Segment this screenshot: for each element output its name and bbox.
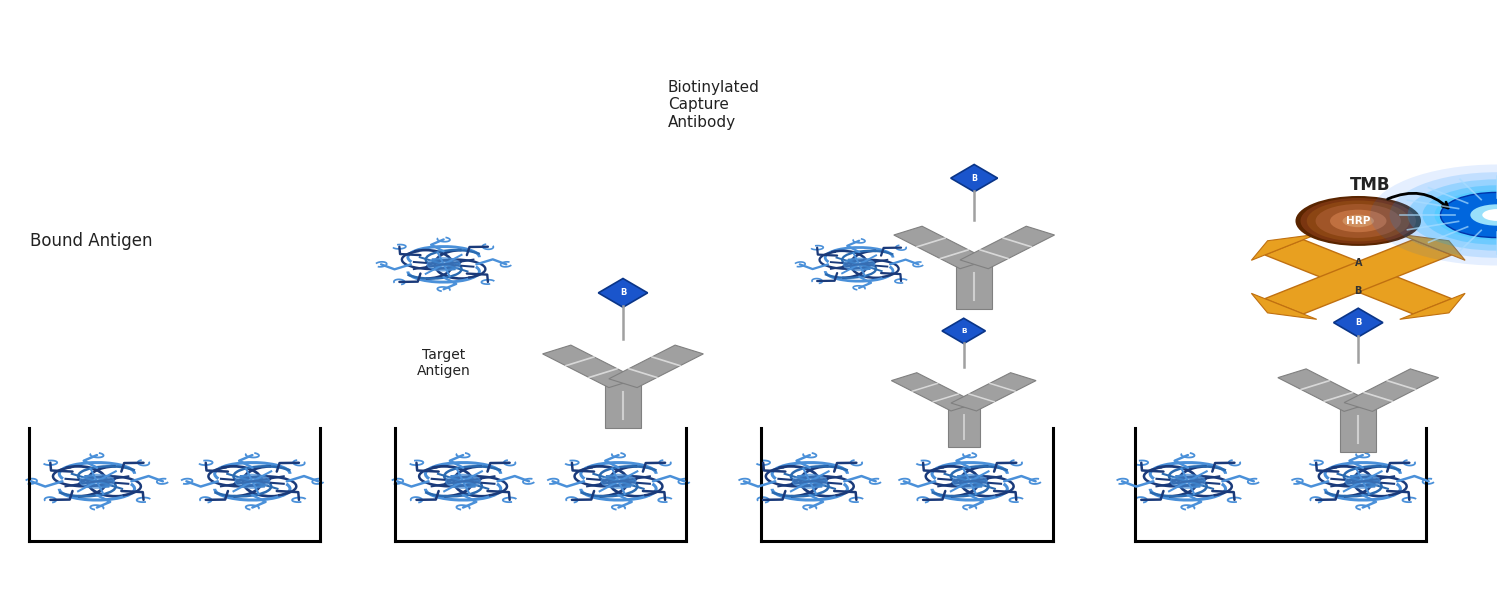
Polygon shape [598,278,648,307]
Polygon shape [942,318,986,344]
Polygon shape [236,475,270,488]
Polygon shape [1264,239,1452,314]
Polygon shape [602,475,636,488]
Text: B: B [970,173,976,182]
Text: Biotinylated
Capture
Antibody: Biotinylated Capture Antibody [668,80,759,130]
Circle shape [1434,190,1500,240]
Polygon shape [427,258,460,271]
Text: TMB: TMB [1350,176,1390,194]
Text: Bound Antigen: Bound Antigen [30,232,152,250]
Polygon shape [891,373,977,411]
Circle shape [1300,198,1416,244]
Circle shape [1296,196,1420,246]
Circle shape [1389,172,1500,258]
Circle shape [1440,193,1500,238]
Circle shape [1470,204,1500,226]
Polygon shape [951,164,998,192]
Polygon shape [1264,239,1452,314]
Polygon shape [446,475,480,488]
Polygon shape [951,373,1036,411]
Text: Target
Antigen: Target Antigen [417,347,471,378]
Circle shape [1482,209,1500,221]
Circle shape [1407,179,1500,251]
Text: B: B [620,289,626,298]
Circle shape [1330,210,1386,232]
Polygon shape [1344,369,1438,412]
Polygon shape [960,226,1054,269]
Polygon shape [1334,308,1383,337]
Polygon shape [604,383,640,428]
Polygon shape [792,475,828,488]
Polygon shape [1251,293,1317,319]
Text: B: B [962,328,966,334]
Polygon shape [543,345,638,388]
Polygon shape [952,475,987,488]
Polygon shape [1400,235,1466,260]
Polygon shape [956,265,992,309]
Polygon shape [609,345,703,388]
Polygon shape [1170,475,1206,488]
Text: HRP: HRP [1346,216,1371,226]
Polygon shape [1278,369,1372,412]
Circle shape [1370,164,1500,266]
Text: B: B [1354,286,1362,296]
Circle shape [1306,200,1410,241]
Polygon shape [1400,293,1466,319]
Polygon shape [843,258,874,271]
Text: A: A [1354,258,1362,268]
Text: B: B [1354,318,1362,327]
Polygon shape [1341,407,1376,452]
Circle shape [1342,215,1374,227]
Circle shape [1316,204,1401,238]
Circle shape [1422,185,1500,245]
Polygon shape [80,475,114,488]
Polygon shape [894,226,989,269]
Polygon shape [1346,475,1380,488]
Polygon shape [1251,235,1317,260]
Polygon shape [948,407,980,447]
